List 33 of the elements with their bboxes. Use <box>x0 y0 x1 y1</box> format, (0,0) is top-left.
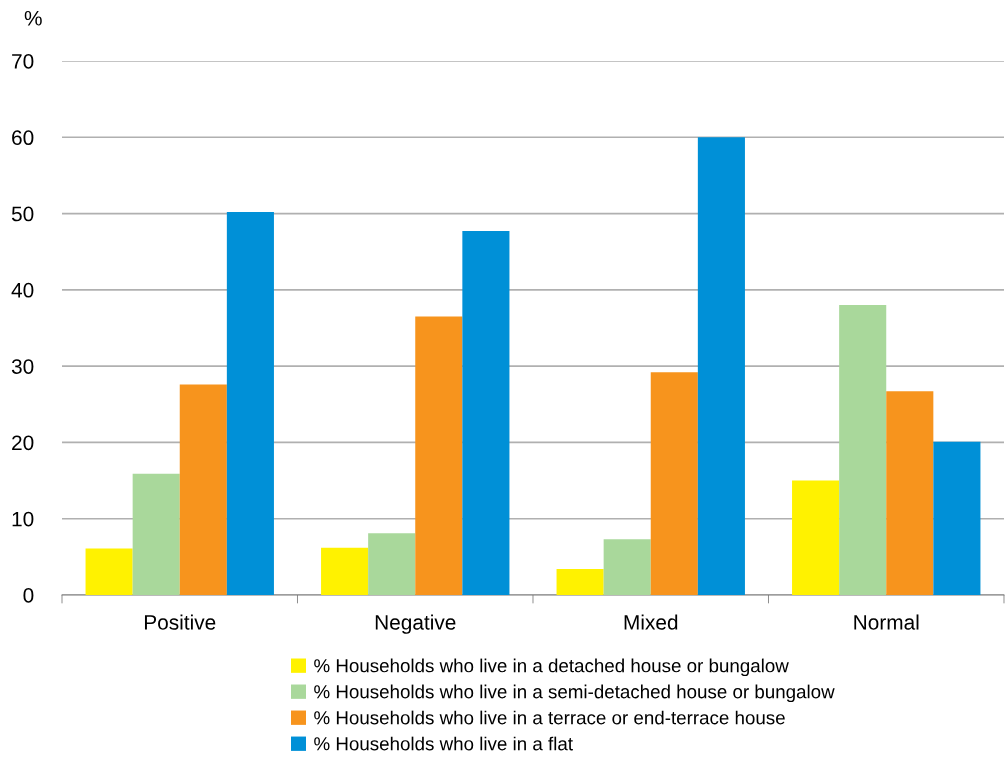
x-tick-label: Negative <box>375 614 456 634</box>
bar <box>792 480 840 595</box>
x-tick-label: Normal <box>854 614 919 630</box>
bar <box>415 316 463 595</box>
bar <box>462 231 510 595</box>
y-tick-label: 70 <box>12 54 34 69</box>
legend-label: % Households who live in a terrace or end-terrace house <box>314 710 785 725</box>
bar <box>179 384 227 595</box>
x-tick-label: Mixed <box>624 614 678 630</box>
y-tick-label: 50 <box>11 206 34 222</box>
bar <box>368 533 416 595</box>
x-tick-label: Positive <box>144 614 216 630</box>
legend-label: % Households who live in a flat <box>314 736 573 751</box>
y-tick-label: 30 <box>11 359 34 374</box>
bar <box>839 305 887 595</box>
bar <box>603 539 651 595</box>
bar <box>886 391 934 595</box>
legend-label: % Households who live in a semi-detached house or bungalow <box>314 684 835 703</box>
y-tick-label: 60 <box>12 130 34 146</box>
bar <box>556 569 604 595</box>
bar <box>697 137 745 595</box>
y-tick-label: 0 <box>23 588 34 603</box>
y-tick-label: 20 <box>12 435 34 451</box>
bar <box>933 441 981 595</box>
bar <box>650 372 698 595</box>
bar <box>85 548 133 595</box>
y-tick-label: 40 <box>11 282 34 298</box>
y-tick-label: 10 <box>12 511 34 527</box>
bar <box>321 547 369 595</box>
y-axis-title: % <box>24 10 42 26</box>
legend-label: % Households who live in a detached house or bungalow <box>314 658 789 677</box>
bar <box>226 212 274 595</box>
bar <box>132 473 180 595</box>
